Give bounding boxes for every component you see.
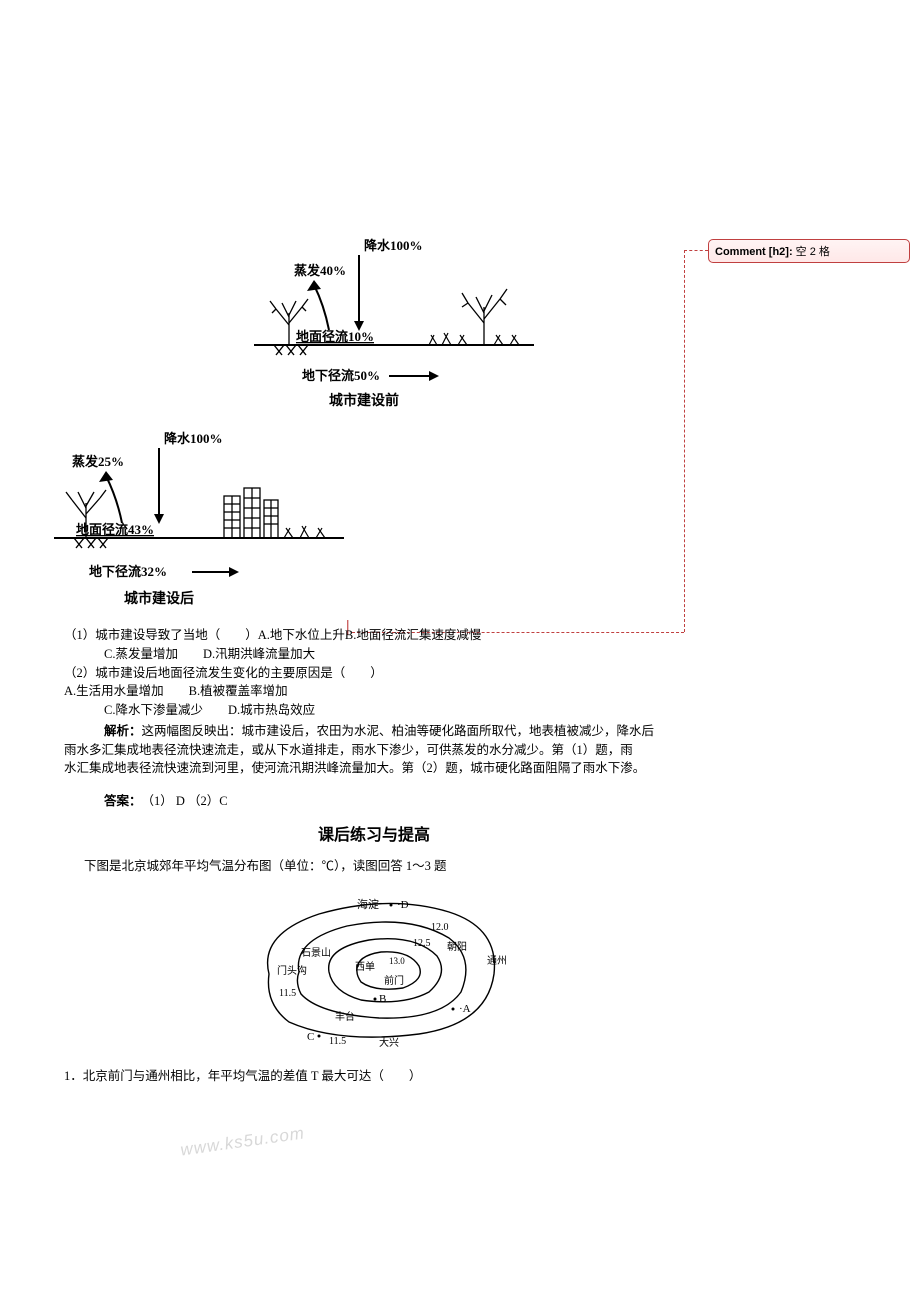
map-c120: 12.0 bbox=[431, 922, 449, 933]
map-c: C bbox=[307, 1031, 314, 1043]
map-qianmen: 前门 bbox=[384, 974, 404, 987]
q1-line1: （1）城市建设导致了当地（ ）A.地下水位上升B.地面径流汇集速度减慢 bbox=[64, 626, 684, 645]
answer-text: （1） D （2）C bbox=[142, 794, 228, 808]
comment-connector bbox=[684, 250, 708, 251]
map-chaoyang: 朝阳 bbox=[447, 941, 467, 953]
answer-line: 答案：（1） D （2）C bbox=[64, 792, 684, 811]
evap-label2: 蒸发25% bbox=[72, 454, 124, 469]
document-body: 降水100% 蒸发40% bbox=[64, 235, 684, 1085]
leader-line bbox=[684, 250, 685, 632]
q2-opt-cd: C.降水下渗量减少 D.城市热岛效应 bbox=[64, 701, 684, 720]
subsurface-runoff2: 地下径流32% bbox=[89, 564, 167, 579]
q2-opt-ab: A.生活用水量增加 B.植被覆盖率增加 bbox=[64, 682, 684, 701]
comment-bubble: Comment [h2]: 空 2 格 bbox=[708, 239, 910, 263]
q1-stem-a: （1）城市建设导致了当地（ ）A.地下水位上升 bbox=[64, 628, 345, 642]
map-daxing: 大兴 bbox=[379, 1036, 399, 1049]
map-c125: 12.5 bbox=[413, 938, 431, 949]
map-c115b: 11.5 bbox=[279, 988, 296, 999]
diagram-title2: 城市建设后 bbox=[124, 590, 194, 607]
answer-label: 答案： bbox=[64, 792, 142, 811]
precip-label2: 降水100% bbox=[164, 431, 223, 446]
map-xidan: 西单 bbox=[355, 961, 375, 973]
surface-runoff: 地面径流10% bbox=[296, 329, 374, 344]
q2-stem: （2）城市建设后地面径流发生变化的主要原因是（ ） bbox=[64, 664, 684, 683]
evap-label: 蒸发40% bbox=[294, 263, 346, 278]
comment-text: 空 2 格 bbox=[793, 246, 830, 258]
map-d: ·D bbox=[397, 899, 409, 911]
map-fengtai: 丰台 bbox=[335, 1010, 355, 1023]
comment-label: Comment [h2]: bbox=[715, 246, 793, 258]
diagram-before: 降水100% 蒸发40% bbox=[234, 235, 684, 420]
map-tongzhou: 通州 bbox=[487, 955, 507, 967]
map-a: ·A bbox=[459, 1003, 471, 1015]
analysis-label: 解析： bbox=[64, 722, 142, 741]
subsurface-runoff: 地下径流50% bbox=[302, 368, 380, 383]
analysis-t1: 这两幅图反映出：城市建设后，农田为水泥、柏油等硬化路面所取代，地表植被减少，降水… bbox=[142, 724, 655, 738]
analysis-block: 解析：这两幅图反映出：城市建设后，农田为水泥、柏油等硬化路面所取代，地表植被减少… bbox=[64, 722, 684, 741]
diagram-after: 降水100% 蒸发25% bbox=[34, 428, 684, 618]
analysis-t2: 雨水多汇集成地表径流快速流走，或从下水道排走，雨水下渗少，可供蒸发的水分减少。第… bbox=[64, 741, 684, 760]
map-c115: 11.5 bbox=[329, 1036, 346, 1047]
q1-stem-b: B.地面径流汇集速度减慢 bbox=[345, 628, 481, 642]
precip-label: 降水100% bbox=[364, 238, 423, 253]
section-title: 课后练习与提高 bbox=[64, 821, 684, 845]
map-mentougou: 门头沟 bbox=[277, 964, 307, 977]
analysis-t3: 水汇集成地表径流快速流到河里，使河流汛期洪峰流量加大。第（2）题，城市硬化路面阻… bbox=[64, 759, 684, 778]
map-shijingshan: 石景山 bbox=[301, 947, 331, 959]
diagram-title: 城市建设前 bbox=[329, 392, 399, 409]
intro-text: 下图是北京城郊年平均气温分布图（单位：℃），读图回答 1～3 题 bbox=[64, 857, 684, 876]
watermark: www.ks5u.com bbox=[179, 1123, 306, 1160]
map-c130: 13.0 bbox=[389, 956, 405, 966]
q-map-1: 1．北京前门与通州相比，年平均气温的差值 T 最大可达（ ） bbox=[64, 1067, 684, 1086]
q1-opt-cd: C.蒸发量增加 D.汛期洪峰流量加大 bbox=[64, 645, 684, 664]
surface-runoff2: 地面径流43% bbox=[76, 522, 154, 537]
temperature-map: 海淀 ·D 12.0 12.5 13.0 石景山 门头沟 西单 朝阳 通州 前门… bbox=[64, 884, 684, 1059]
map-b: B bbox=[379, 993, 386, 1005]
map-haidian: 海淀 bbox=[357, 897, 379, 911]
